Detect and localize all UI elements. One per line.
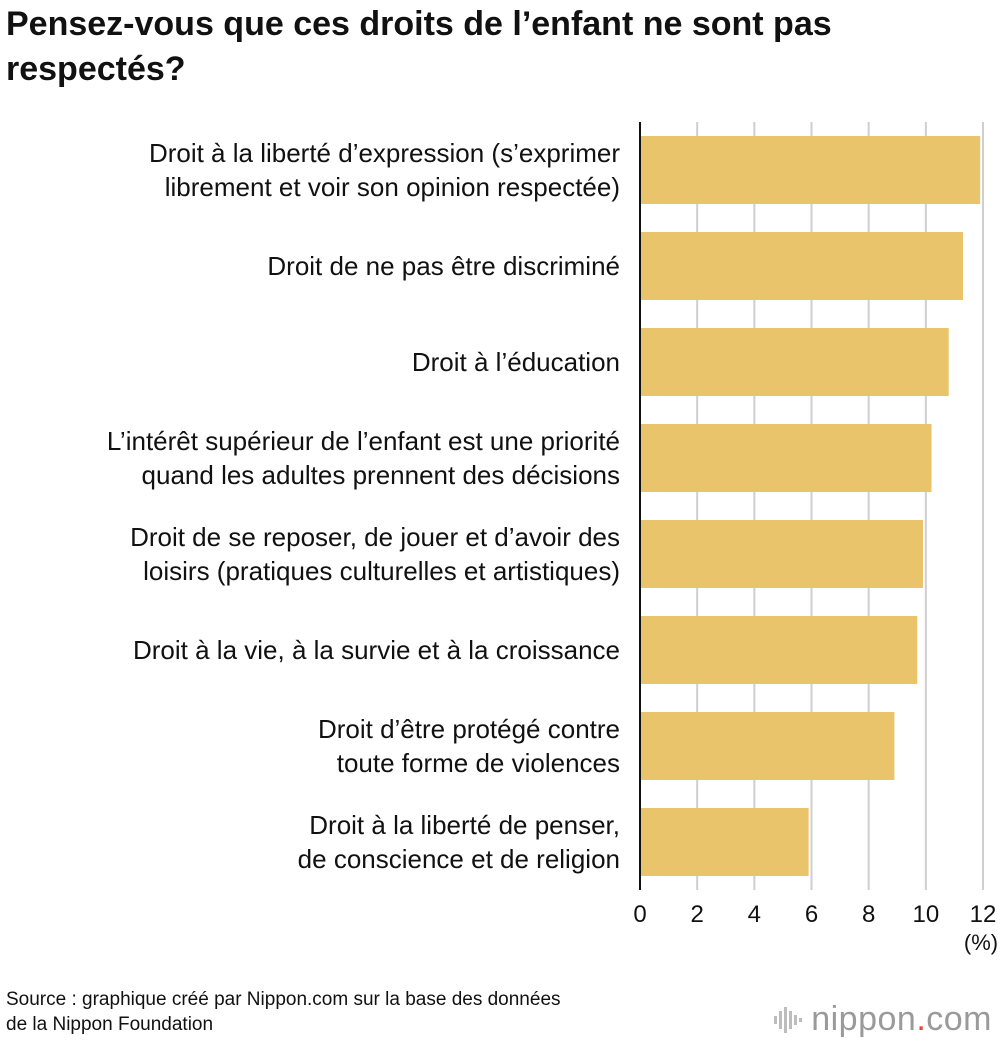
source-note: Source : graphique créé par Nippon.com s…	[6, 987, 561, 1037]
category-label: Droit de se reposer, de jouer et d’avoir…	[130, 522, 620, 586]
x-tick-label: 10	[912, 901, 939, 928]
category-label: Droit à la liberté de penser, de conscien…	[298, 810, 620, 874]
chart-title: Pensez-vous que ces droits de l’enfant n…	[6, 5, 832, 88]
category-label: Droit d’être protégé contre toute forme d…	[318, 714, 620, 778]
category-label: Droit de ne pas être discriminé	[267, 251, 620, 281]
bar	[640, 520, 923, 588]
x-tick-label: 8	[862, 901, 875, 928]
bar	[640, 712, 895, 780]
category-label: Droit à la liberté d’expression (s’expri…	[149, 138, 620, 202]
x-tick-label: 4	[748, 901, 761, 928]
soundwave-icon	[774, 1006, 803, 1033]
x-tick-label: 12	[970, 901, 997, 928]
x-tick-label: 6	[805, 901, 818, 928]
source-line-2: de la Nippon Foundation	[6, 1014, 214, 1035]
source-line-1: Source : graphique créé par Nippon.com s…	[6, 989, 561, 1010]
x-axis-label: (%)	[964, 930, 998, 955]
bar-chart: Droit à la liberté d’expression (s’expri…	[107, 122, 998, 955]
category-label: Droit à la vie, à la survie et à la croi…	[133, 635, 620, 665]
bar	[640, 232, 963, 300]
bar	[640, 808, 809, 876]
bar	[640, 328, 949, 396]
bar	[640, 136, 981, 204]
logo-wordmark: nippon.com	[811, 1000, 992, 1038]
category-label: Droit à l’éducation	[412, 347, 620, 377]
bar	[640, 616, 918, 684]
x-tick-label: 2	[690, 901, 703, 928]
bar	[640, 424, 932, 492]
nippon-logo: nippon.com	[773, 1000, 992, 1039]
category-label: L’intérêt supérieur de l’enfant est une …	[107, 426, 620, 490]
x-tick-label: 0	[633, 901, 646, 928]
